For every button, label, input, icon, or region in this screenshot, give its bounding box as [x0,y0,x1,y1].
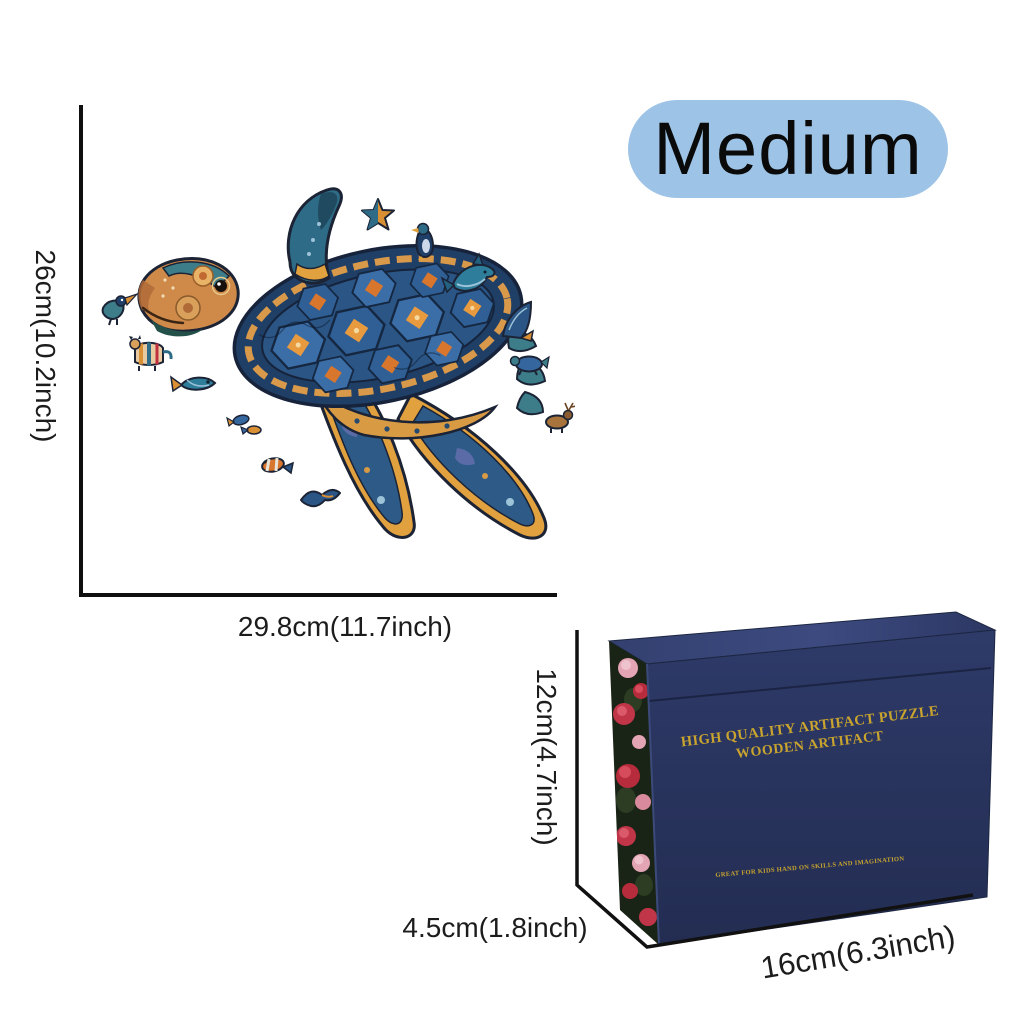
puzzle-width-label: 29.8cm(11.7inch) [237,611,453,642]
box-depth-label: 4.5cm(1.8inch) [402,912,588,943]
puzzle-height-dimension-line [79,105,83,597]
turtle-puzzle-illustration [101,187,575,540]
puzzle-height-label: 26cm(10.2inch) [30,249,61,443]
puzzle-piece-penguin [411,222,435,260]
puzzle-piece-fish [170,375,217,393]
size-badge-label: Medium [653,107,923,190]
puzzle-piece-striped-cat [129,335,173,371]
puzzle-piece-dolphin [440,252,496,294]
puzzle-piece-star [361,198,395,231]
turtle-shell [232,243,524,409]
puzzle-piece-toucan [101,292,139,326]
puzzle-piece-flying-bird [300,489,341,508]
turtle-shell-skirt [507,330,547,416]
box-height-label: 12cm(4.7inch) [531,668,562,846]
puzzle-width-dimension-line [79,593,557,597]
turtle-head [137,257,240,337]
puzzle-box-photo [575,611,997,949]
puzzle-piece-small-fish [226,414,262,436]
puzzle-piece-moose [545,402,575,433]
turtle-front-flipper [286,187,343,285]
puzzle-piece-wave-fish [501,300,535,342]
size-badge: Medium [628,100,948,198]
puzzle-piece-small-turtle [509,355,550,376]
puzzle-piece-clownfish [261,457,295,475]
box-dimension-lines [575,630,974,949]
turtle-belly [315,388,499,440]
box-front-face [646,629,996,946]
